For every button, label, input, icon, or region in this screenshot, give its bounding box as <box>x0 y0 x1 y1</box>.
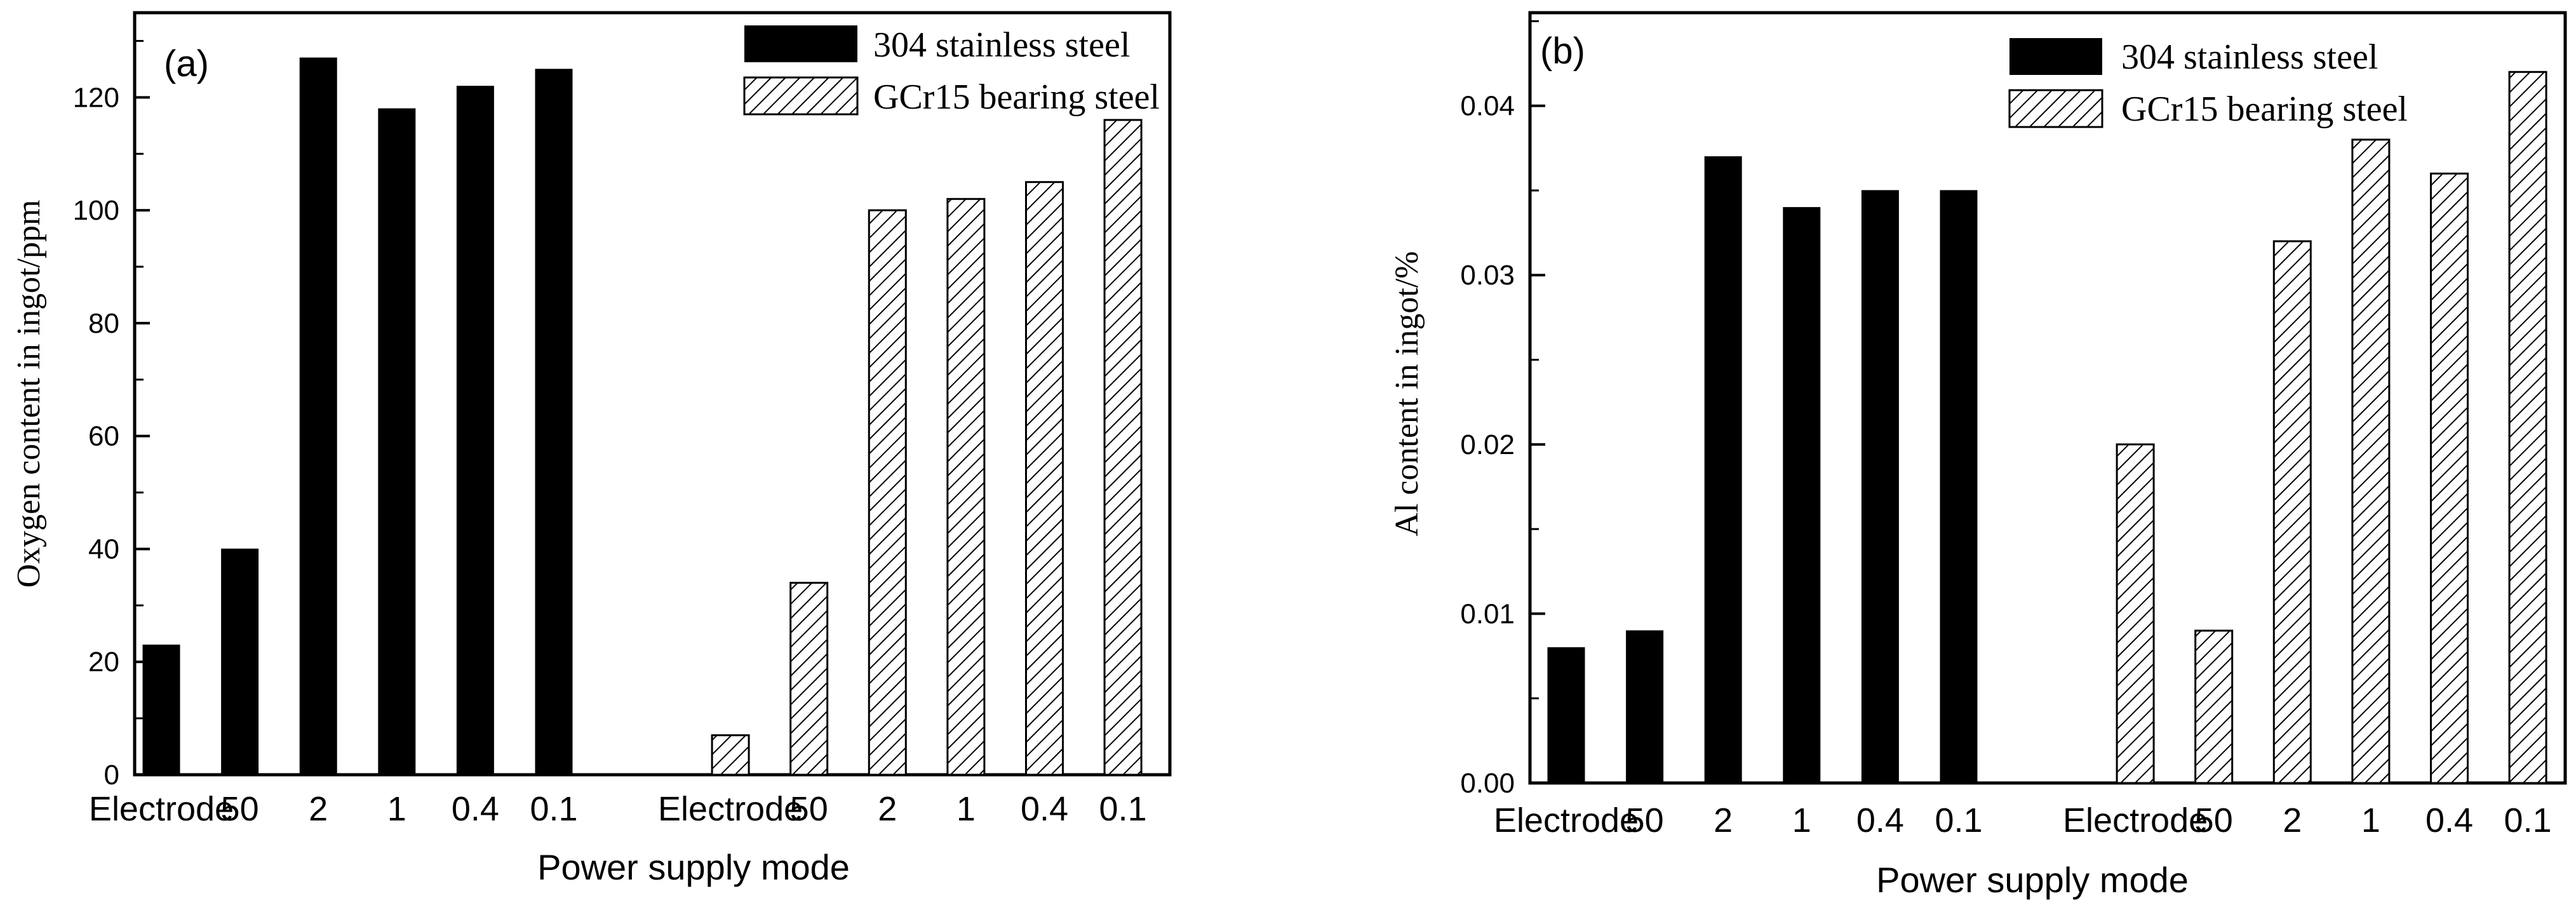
x-tick-label: 2 <box>2283 801 2302 840</box>
bar-series-2-9 <box>2351 138 2391 784</box>
x-tick-label: 1 <box>387 790 406 828</box>
x-tick-label: 2 <box>878 790 897 828</box>
x-tick-label: 0.4 <box>2425 801 2473 840</box>
bar-series-2-8 <box>2272 240 2312 784</box>
bar-series-2-7 <box>789 582 829 776</box>
x-tick-label: 50 <box>221 790 259 828</box>
y-tick-label: 100 <box>73 195 119 226</box>
panel-label: (a) <box>164 43 209 84</box>
legend-swatch-solid <box>744 25 857 62</box>
y-axis-label: Al content in ingot/% <box>1389 251 1425 536</box>
bar-series-1-3 <box>378 108 416 775</box>
bar-series-2-10 <box>2430 172 2469 784</box>
x-tick-label: Electrode <box>89 790 234 828</box>
x-tick-label: 0.1 <box>1935 801 1982 840</box>
x-tick-label: 0.1 <box>530 790 577 828</box>
x-tick-label: 1 <box>956 790 976 828</box>
bar-series-1-0 <box>1547 647 1585 784</box>
bars-group <box>142 57 1143 776</box>
y-axis-ticks: 0.00 0.01 0.02 0.03 0.04 <box>1460 20 1545 799</box>
x-tick-label: 1 <box>1792 801 1811 840</box>
x-tick-label: 0.4 <box>452 790 499 828</box>
bar-series-1-1 <box>221 548 259 775</box>
y-tick-label: 80 <box>88 308 119 339</box>
x-tick-label: Electrode <box>2063 801 2208 840</box>
bar-series-1-2 <box>299 57 337 775</box>
legend-swatch-solid <box>2009 38 2102 75</box>
bar-series-1-5 <box>1940 190 1978 784</box>
bar-series-2-6 <box>2116 443 2155 784</box>
x-tick-label: 0.1 <box>2504 801 2552 840</box>
legend: 304 stainless steel GCr15 bearing steel <box>743 25 1160 117</box>
bar-series-1-1 <box>1626 630 1664 784</box>
y-tick-label: 0 <box>104 759 119 791</box>
bar-series-2-7 <box>2194 629 2234 784</box>
x-tick-label: 0.4 <box>1021 790 1068 828</box>
y-tick-label: 60 <box>88 421 119 452</box>
x-tick-label: 0.4 <box>1856 801 1904 840</box>
legend-label-series-2: GCr15 bearing steel <box>2121 90 2408 129</box>
panel-label: (b) <box>1540 30 1585 72</box>
bar-series-2-8 <box>868 209 907 776</box>
bar-series-2-11 <box>1103 119 1143 776</box>
x-tick-label: 50 <box>790 790 828 828</box>
y-tick-label: 0.03 <box>1460 260 1515 291</box>
x-axis-label: Power supply mode <box>537 847 850 887</box>
y-axis-label: Oxygen content in ingot/ppm <box>11 200 47 588</box>
bar-series-1-0 <box>142 645 180 775</box>
y-tick-label: 0.00 <box>1460 768 1515 799</box>
x-tick-label: 50 <box>1626 801 1664 840</box>
bars-group <box>1547 70 2547 784</box>
x-tick-label: 2 <box>309 790 328 828</box>
bar-series-1-4 <box>456 86 494 775</box>
legend-swatch-hatched <box>2008 89 2103 128</box>
bar-series-2-10 <box>1025 181 1064 776</box>
y-tick-label: 40 <box>88 533 119 565</box>
bar-series-1-2 <box>1704 156 1742 784</box>
x-tick-label: 1 <box>2361 801 2380 840</box>
plot-frame <box>1528 11 2567 785</box>
y-tick-label: 0.04 <box>1460 91 1515 122</box>
x-tick-label: 50 <box>2195 801 2233 840</box>
plot-frame <box>133 11 1172 777</box>
legend-label-series-2: GCr15 bearing steel <box>873 77 1160 117</box>
x-tick-label: 0.1 <box>1099 790 1147 828</box>
legend-label-series-1: 304 stainless steel <box>873 25 1130 65</box>
legend-swatch-hatched <box>743 76 859 116</box>
y-tick-label: 0.02 <box>1460 429 1515 460</box>
bar-series-1-3 <box>1783 207 1821 784</box>
legend-label-series-1: 304 stainless steel <box>2121 37 2378 77</box>
y-axis-ticks: 0 20 40 60 80 100 120 <box>73 39 150 791</box>
bar-series-1-5 <box>535 69 573 775</box>
y-tick-label: 120 <box>73 82 119 113</box>
bar-series-1-4 <box>1861 190 1899 784</box>
y-tick-label: 20 <box>88 646 119 678</box>
x-tick-label: Electrode <box>658 790 803 828</box>
bar-series-2-9 <box>946 197 986 776</box>
x-tick-label: Electrode <box>1494 801 1639 840</box>
legend: 304 stainless steel GCr15 bearing steel <box>2008 37 2408 129</box>
bar-series-2-6 <box>711 734 750 776</box>
y-tick-label: 0.01 <box>1460 598 1515 629</box>
x-axis-label: Power supply mode <box>1876 860 2189 900</box>
x-tick-label: 2 <box>1714 801 1733 840</box>
bar-series-2-11 <box>2508 70 2547 784</box>
